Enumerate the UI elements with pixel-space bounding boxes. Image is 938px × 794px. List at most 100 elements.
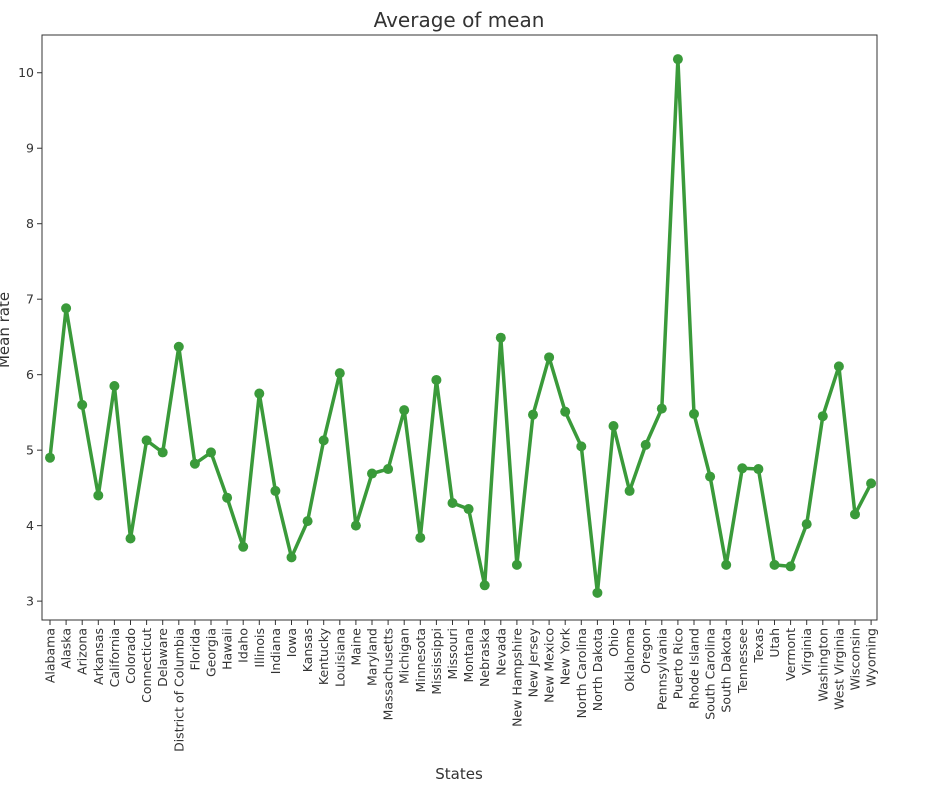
y-tick-label: 6 (26, 367, 34, 382)
data-point (479, 580, 490, 591)
x-tick-label: New Mexico (542, 628, 557, 703)
y-tick-label: 9 (26, 141, 34, 156)
x-tick-label: Wyoming (864, 628, 879, 687)
data-point (672, 54, 683, 65)
x-tick-label: New York (558, 627, 573, 685)
y-tick-label: 8 (26, 216, 34, 231)
data-point (415, 532, 426, 543)
x-tick-label: South Dakota (719, 628, 734, 713)
x-tick-label: Georgia (204, 628, 219, 677)
data-point (463, 504, 474, 515)
x-tick-label: Indiana (268, 628, 283, 674)
data-point (560, 406, 571, 417)
x-tick-label: Illinois (252, 628, 267, 668)
data-point (125, 533, 136, 544)
data-point (254, 388, 265, 399)
x-tick-label: Washington (815, 628, 830, 701)
x-tick-label: Iowa (284, 628, 299, 657)
x-tick-label: Louisiana (332, 628, 347, 687)
x-tick-label: Texas (751, 628, 766, 664)
series-markers (45, 54, 877, 598)
data-point (785, 561, 796, 572)
x-tick-label: Connecticut (139, 628, 154, 703)
data-point (334, 368, 345, 379)
data-point (689, 408, 699, 419)
data-point (109, 381, 120, 391)
data-point (833, 361, 844, 372)
data-point (850, 509, 860, 520)
x-tick-label: Tennessee (735, 628, 750, 694)
data-point (624, 485, 635, 496)
data-point (511, 559, 522, 570)
x-tick-label: Pennsylvania (654, 628, 669, 710)
data-point (302, 516, 313, 527)
data-point (189, 458, 200, 469)
chart-title: Average of mean (374, 8, 545, 32)
x-tick-label: Rhode Island (687, 628, 702, 709)
data-point (640, 439, 651, 450)
data-point (93, 490, 104, 501)
data-point (705, 471, 716, 482)
data-point (608, 421, 619, 432)
data-point (318, 435, 329, 446)
x-tick-label: Arizona (75, 628, 90, 675)
data-point (528, 409, 538, 420)
x-tick-label: Alabama (43, 628, 58, 683)
x-tick-label: Virginia (799, 628, 814, 675)
x-tick-label: Nebraska (477, 628, 492, 687)
x-tick-label: Puerto Rico (670, 628, 685, 699)
x-tick-label: Wisconsin (848, 628, 863, 690)
x-tick-label: Minnesota (413, 628, 428, 693)
data-point (222, 492, 233, 503)
data-point (238, 541, 249, 552)
x-tick-label: North Dakota (590, 628, 605, 711)
x-tick-label: Idaho (236, 628, 251, 663)
data-point (544, 352, 555, 363)
data-point (383, 464, 394, 475)
x-tick-label: California (107, 628, 122, 687)
data-point (157, 447, 168, 458)
x-tick-label: Michigan (397, 628, 412, 684)
data-point (769, 559, 780, 570)
x-tick-label: Delaware (155, 628, 170, 687)
data-point (737, 463, 748, 474)
y-tick-label: 10 (18, 65, 34, 80)
x-tick-label: Vermont (783, 628, 798, 681)
x-tick-label: Alaska (59, 628, 74, 669)
x-tick-label: District of Columbia (171, 628, 186, 752)
x-tick-label: Ohio (606, 628, 621, 657)
x-tick-label: West Virginia (831, 628, 846, 710)
y-axis-label: Mean rate (0, 292, 13, 368)
series-line (48, 57, 873, 595)
data-point (77, 399, 88, 410)
x-tick-label: Maine (348, 628, 363, 666)
x-axis-label: States (435, 765, 483, 783)
data-point (721, 559, 732, 570)
x-tick-label: Missouri (445, 628, 460, 679)
data-point (270, 485, 281, 496)
y-tick-label: 3 (26, 594, 34, 609)
x-axis: Alabama Alaska Arizona Arkansas California Co… (43, 620, 879, 752)
x-tick-label: Colorado (123, 628, 138, 684)
data-point (753, 464, 764, 475)
data-point (817, 411, 828, 422)
data-point (447, 498, 458, 508)
x-tick-label: New Jersey (526, 627, 541, 697)
data-point (431, 374, 442, 385)
x-tick-label: Oklahoma (622, 628, 637, 692)
data-point (367, 468, 377, 479)
x-tick-label: Nevada (493, 628, 508, 676)
data-point (45, 452, 55, 463)
data-point (656, 403, 667, 414)
x-tick-label: Montana (461, 628, 476, 683)
plot-frame (41, 34, 878, 621)
data-point (801, 519, 812, 530)
data-point (61, 303, 72, 314)
data-point (495, 332, 506, 343)
x-tick-label: Florida (187, 628, 202, 671)
x-tick-label: Arkansas (91, 628, 106, 685)
x-tick-label: Kentucky (316, 627, 331, 685)
data-point (286, 552, 297, 563)
y-tick-label: 4 (26, 518, 34, 533)
